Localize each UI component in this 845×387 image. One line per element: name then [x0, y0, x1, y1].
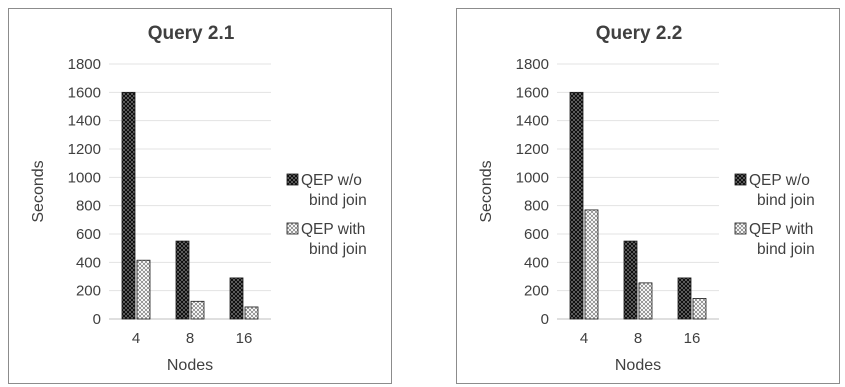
legend-label: QEP w/o bind join: [301, 172, 367, 209]
x-tick-label: 4: [132, 330, 140, 347]
y-tick-label: 400: [76, 254, 101, 271]
y-tick-label: 400: [524, 254, 549, 271]
legend-label: QEP w/o bind join: [749, 172, 815, 209]
bar-qep-with-bind-join-4: [136, 259, 151, 320]
x-tick-label: 16: [236, 330, 253, 347]
y-tick-label: 1000: [516, 169, 549, 186]
chart-title: Query 2.1: [148, 23, 235, 44]
bar-qep-w-o-bind-join-8: [175, 240, 190, 320]
y-tick-label: 600: [524, 226, 549, 243]
bar-qep-with-bind-join-4: [584, 209, 599, 320]
chart-svg: Query 2.2 0 200 400 600 800 1000 1200 1400 1600 18…: [478, 23, 815, 374]
legend-swatch-qep-w-o-bind-join: [286, 173, 299, 186]
y-axis-label: Seconds: [478, 160, 495, 222]
bar-qep-w-o-bind-join-4: [569, 91, 584, 320]
chart-title: Query 2.2: [596, 23, 683, 44]
y-tick-label: 0: [541, 311, 549, 328]
y-tick-label: 1200: [516, 141, 549, 158]
x-axis-label: Nodes: [167, 357, 213, 374]
y-tick-label: 1800: [516, 56, 549, 73]
legend-swatch-qep-with-bind-join: [286, 222, 299, 235]
bar-qep-w-o-bind-join-16: [229, 277, 244, 320]
x-tick-label: 8: [186, 330, 194, 347]
legend-swatch-qep-w-o-bind-join: [734, 173, 747, 186]
y-tick-label: 1200: [68, 141, 101, 158]
chart-panel-query-2-2: Query 2.2 0 200 400 600 800 1000 1200 1400 1600 18…: [456, 8, 840, 384]
y-tick-label: 1600: [68, 84, 101, 101]
bar-qep-w-o-bind-join-8: [623, 240, 638, 320]
y-tick-label: 1400: [68, 113, 101, 130]
bar-qep-with-bind-join-8: [190, 300, 205, 320]
x-tick-label: 16: [684, 330, 701, 347]
y-tick-label: 200: [524, 283, 549, 300]
y-tick-label: 0: [93, 311, 101, 328]
legend-swatch-qep-with-bind-join: [734, 222, 747, 235]
bar-qep-with-bind-join-16: [692, 298, 707, 320]
chart-svg: Query 2.1 0 200 400 600 800 1000 1200 1400 1600 18…: [30, 23, 367, 374]
x-tick-label: 4: [580, 330, 588, 347]
y-tick-label: 1000: [68, 169, 101, 186]
bar-qep-w-o-bind-join-16: [677, 277, 692, 320]
y-tick-label: 1400: [516, 113, 549, 130]
legend-label: QEP with bind join: [301, 221, 367, 258]
y-tick-label: 800: [76, 198, 101, 215]
bar-qep-w-o-bind-join-4: [121, 91, 136, 320]
bar-qep-with-bind-join-8: [638, 282, 653, 320]
y-tick-label: 1800: [68, 56, 101, 73]
y-tick-label: 1600: [516, 84, 549, 101]
y-tick-label: 600: [76, 226, 101, 243]
bar-qep-with-bind-join-16: [244, 306, 259, 320]
y-tick-label: 200: [76, 283, 101, 300]
y-axis-label: Seconds: [30, 160, 47, 222]
legend-label: QEP with bind join: [749, 221, 815, 258]
x-axis-label: Nodes: [615, 357, 661, 374]
chart-panel-query-2-1: Query 2.1 0 200 400 600 800 1000 1200 1400 1600 18…: [8, 8, 392, 384]
x-tick-label: 8: [634, 330, 642, 347]
y-tick-label: 800: [524, 198, 549, 215]
